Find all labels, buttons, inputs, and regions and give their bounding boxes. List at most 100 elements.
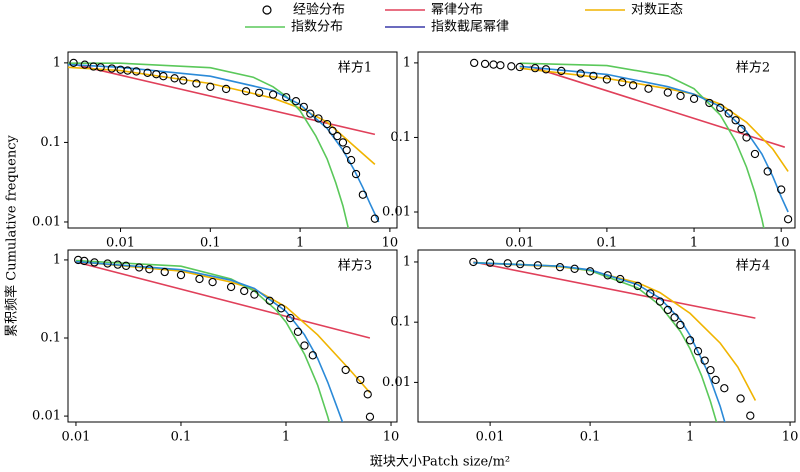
legend-marker — [262, 5, 272, 15]
data-point — [145, 265, 154, 274]
data-point — [489, 60, 498, 69]
data-point — [533, 261, 542, 270]
data-point — [170, 74, 179, 83]
data-point — [496, 61, 505, 70]
data-point — [618, 78, 627, 87]
data-point — [700, 356, 709, 365]
y-tick-label: 0.01 — [32, 214, 61, 229]
data-point — [557, 66, 566, 76]
y-tick-label: 0.01 — [32, 409, 61, 424]
data-point — [676, 91, 685, 101]
data-point — [152, 70, 161, 79]
data-point — [282, 93, 291, 102]
data-point — [342, 145, 351, 155]
data-point — [308, 351, 317, 360]
data-point — [541, 65, 551, 74]
data-point — [132, 67, 141, 76]
data-point — [268, 90, 278, 99]
data-point — [306, 109, 315, 118]
panel-frame — [67, 249, 398, 423]
x-tick-label: 1 — [282, 430, 290, 445]
fit-curve — [473, 261, 718, 422]
fit-curve — [519, 62, 765, 228]
legend-label: 经验分布 — [293, 2, 345, 18]
data-point — [363, 390, 372, 399]
x-tick-label: 10 — [383, 430, 400, 445]
data-point — [255, 88, 264, 97]
data-point — [226, 282, 236, 292]
y-axis-label: 累积频率 Cumulative frequency — [4, 134, 20, 336]
data-point — [516, 259, 525, 269]
data-point — [485, 258, 495, 267]
data-point — [480, 59, 490, 69]
y-tick-label: 0.1 — [390, 130, 411, 145]
data-point — [221, 84, 231, 94]
legend-label: 对数正态 — [631, 3, 683, 18]
data-point — [293, 327, 303, 336]
x-tick-label: 0.1 — [171, 430, 192, 445]
data-point — [179, 76, 188, 85]
data-point — [616, 274, 625, 284]
data-point — [121, 261, 131, 270]
data-point — [720, 384, 729, 393]
data-point — [80, 60, 89, 69]
data-point — [576, 69, 585, 78]
data-point — [670, 313, 679, 322]
data-point — [277, 304, 286, 313]
data-point — [265, 296, 274, 305]
data-point — [286, 313, 295, 323]
panel-frame — [417, 249, 796, 423]
fit-curve — [75, 260, 344, 422]
data-point — [192, 79, 201, 88]
data-point — [685, 336, 695, 345]
data-point — [107, 64, 116, 73]
x-tick-label: 10 — [782, 430, 799, 445]
data-point — [370, 214, 380, 223]
data-point — [240, 286, 249, 296]
data-point — [515, 62, 524, 72]
data-point — [291, 97, 301, 106]
data-point — [663, 305, 673, 315]
data-point — [555, 263, 565, 272]
data-point — [299, 102, 308, 112]
data-point — [530, 64, 540, 73]
y-tick-label: 0.01 — [382, 375, 411, 390]
plot-area — [470, 58, 793, 228]
data-point — [470, 58, 479, 68]
data-point — [469, 257, 478, 267]
plot-area — [469, 257, 757, 422]
data-point — [503, 259, 512, 268]
data-point — [716, 103, 725, 112]
panel-label: 样方3 — [338, 258, 372, 274]
data-point — [176, 270, 186, 280]
x-tick-label: 1 — [296, 236, 304, 251]
data-point — [346, 155, 356, 165]
x-tick-label: 0.01 — [505, 236, 534, 251]
data-point — [736, 394, 745, 403]
data-point — [742, 133, 751, 142]
legend-label: 指数分布 — [291, 20, 343, 35]
data-point — [689, 94, 699, 103]
data-point — [507, 62, 516, 71]
data-point — [365, 412, 375, 421]
y-tick-label: 1 — [53, 55, 61, 70]
fit-curve — [68, 66, 376, 165]
data-point — [644, 84, 653, 93]
y-tick-label: 1 — [403, 55, 411, 70]
data-point — [750, 149, 760, 159]
y-tick-label: 0.01 — [382, 204, 411, 219]
data-point — [603, 271, 612, 280]
data-point — [676, 320, 685, 330]
data-point — [123, 66, 132, 75]
panel-label: 样方1 — [338, 60, 372, 76]
data-point — [356, 375, 365, 385]
x-tick-label: 0.01 — [476, 430, 505, 445]
data-point — [663, 88, 672, 97]
data-point — [646, 289, 655, 298]
data-point — [693, 347, 703, 356]
y-tick-label: 0.1 — [40, 135, 61, 150]
data-point — [655, 297, 665, 306]
data-point — [328, 126, 337, 135]
y-tick-label: 0.1 — [390, 315, 411, 330]
